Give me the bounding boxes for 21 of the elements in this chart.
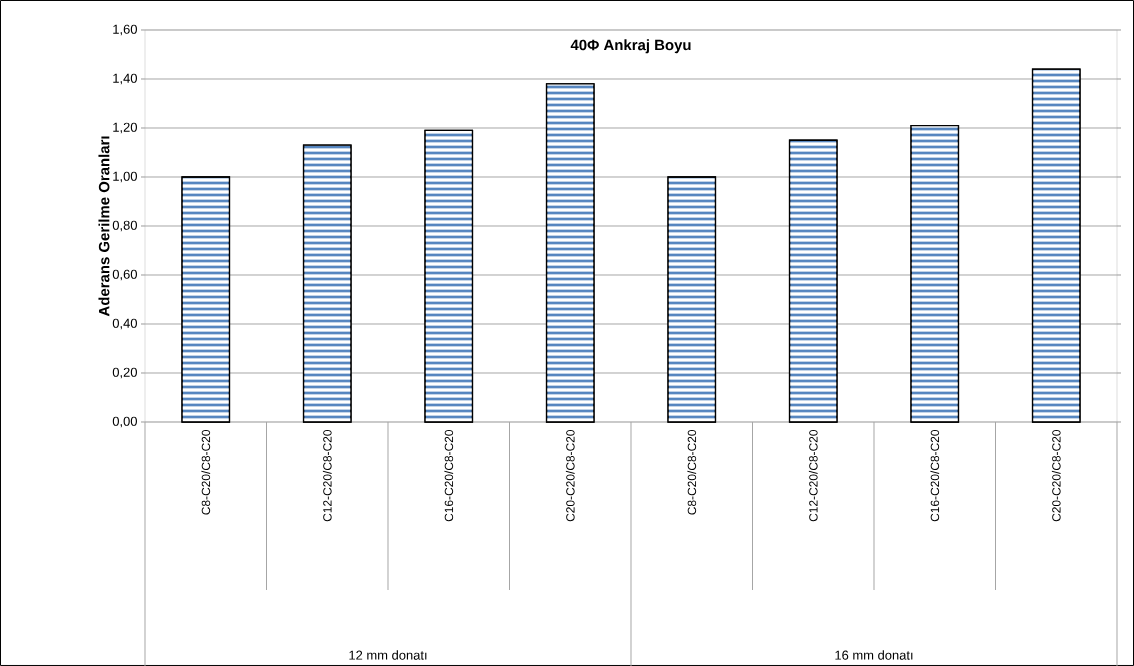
text: 12 mm donatı: [349, 650, 427, 660]
x-tick-label: C16-C20/C8-C20: [444, 429, 454, 522]
y-axis-title: Aderans Gerilme Oranları: [98, 136, 110, 317]
y-tick-label: 0,20: [112, 367, 137, 379]
y-tick-label: 1,20: [113, 122, 137, 134]
x-tick-label: C20-C20/C8-C20: [1051, 429, 1061, 522]
y-tick-label: 0,60: [112, 269, 137, 281]
text: 16 mm donatı: [835, 650, 913, 660]
y-tick-label: 1,60: [113, 24, 137, 36]
text: 40Φ Ankraj Boyu: [570, 39, 691, 54]
x-tick-label: C12-C20/C8-C20: [322, 429, 332, 522]
x-tick-label: C8-C20/C8-C20: [201, 429, 211, 515]
y-tick-label: 0,40: [112, 318, 137, 330]
x-tick-label: C20-C20/C8-C20: [565, 429, 575, 522]
x-tick-label: C16-C20/C8-C20: [930, 429, 940, 522]
y-tick-label: 0,80: [112, 220, 137, 232]
y-tick-label: 1,00: [113, 171, 137, 183]
y-tick-label: 1,40: [113, 73, 137, 85]
x-tick-label: C12-C20/C8-C20: [808, 429, 818, 522]
x-tick-label: C8-C20/C8-C20: [687, 429, 697, 515]
y-tick-label: 0,00: [112, 416, 137, 428]
